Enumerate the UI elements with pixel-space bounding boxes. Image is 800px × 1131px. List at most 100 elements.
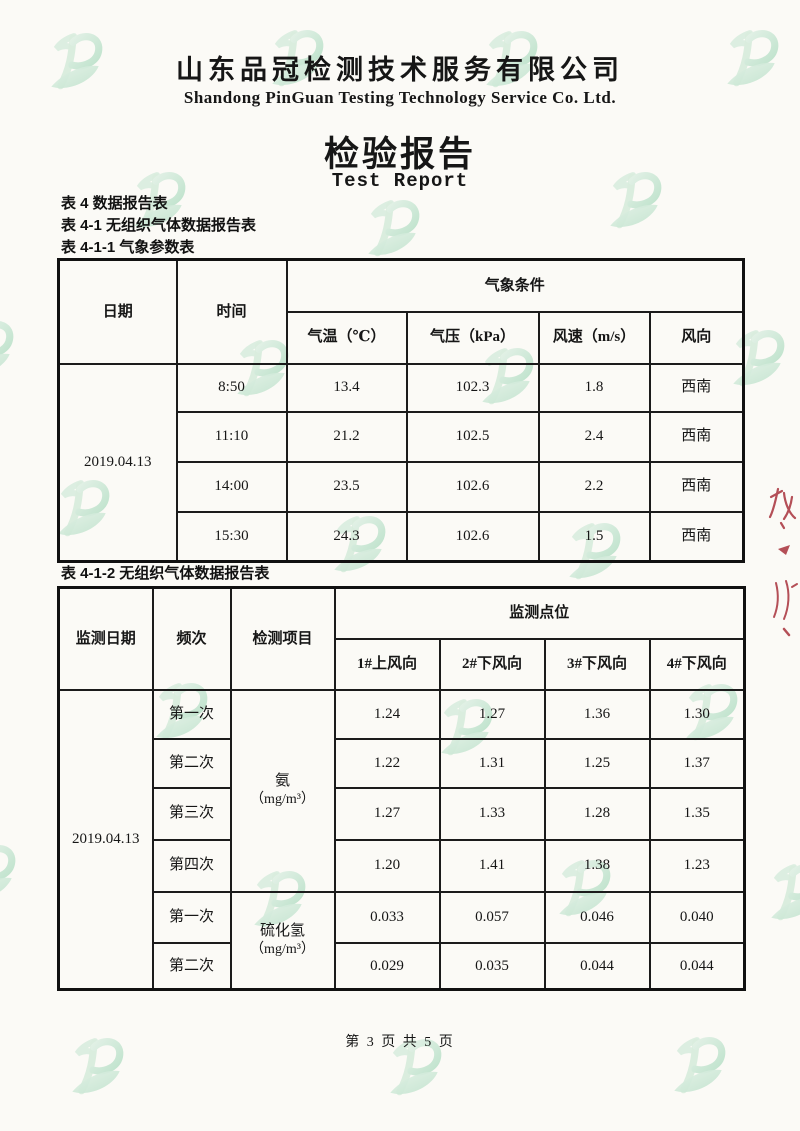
table-cell: 1.38 xyxy=(543,838,651,893)
gas-row: 第二次 1.22 1.31 1.25 1.37 xyxy=(59,737,746,789)
table-cell: 第一次 xyxy=(151,688,232,740)
table-cell: 第三次 xyxy=(151,786,232,841)
label-table-4-1-2: 表 4-1-2 无组织气体数据报告表 xyxy=(61,565,270,582)
red-stamp-fragment xyxy=(768,483,800,658)
table-cell: 24.3 xyxy=(285,510,408,563)
table-cell: 1.31 xyxy=(438,737,546,789)
table-cell: 1.27 xyxy=(438,688,546,740)
table-cell: 14:00 xyxy=(175,460,288,513)
gas-item-hydrogen-sulfide: 硫化氢 （mg/m³） xyxy=(229,890,336,991)
gas-row: 第二次 0.029 0.035 0.044 0.044 xyxy=(59,941,746,991)
table-cell: 第四次 xyxy=(151,838,232,893)
gas-col-points: 监测点位 xyxy=(333,586,746,640)
weather-parameters-table: 日期 时间 气象条件 气温（℃） 气压（kPa） 风速（m/s） 风向 2019… xyxy=(57,258,746,563)
gas-col-p3: 3#下风向 xyxy=(543,637,651,691)
gas-col-p4: 4#下风向 xyxy=(648,637,746,691)
gas-data-table: 监测日期 频次 检测项目 监测点位 1#上风向 2#下风向 3#下风向 4#下风… xyxy=(57,586,747,991)
table-cell: 102.3 xyxy=(405,362,540,413)
weather-col-wind-speed: 风速（m/s） xyxy=(537,310,651,365)
table-cell: 13.4 xyxy=(285,362,408,413)
table-cell: 0.040 xyxy=(648,890,746,944)
label-table-4: 表 4 数据报告表 xyxy=(61,195,168,212)
table-cell: 1.22 xyxy=(333,737,441,789)
weather-date-cell: 2019.04.13 xyxy=(57,362,178,563)
gas-row: 第三次 1.27 1.33 1.28 1.35 xyxy=(59,786,746,841)
weather-row: 2019.04.13 8:50 13.4 102.3 1.8 西南 xyxy=(57,362,745,563)
table-cell: 0.046 xyxy=(543,890,651,944)
table-cell: 1.23 xyxy=(648,838,746,893)
pinguan-logo-watermark xyxy=(0,318,17,389)
table-cell: 102.6 xyxy=(405,510,540,563)
company-name-en: Shandong PinGuan Testing Technology Serv… xyxy=(183,88,617,107)
table-cell: 第二次 xyxy=(151,737,232,789)
gas-col-p2: 2#下风向 xyxy=(438,637,546,691)
weather-row: 11:10 21.2 102.5 2.4 西南 xyxy=(59,410,745,463)
gas-col-date: 监测日期 xyxy=(57,586,154,691)
weather-col-condition: 气象条件 xyxy=(285,258,745,313)
table-cell: 1.24 xyxy=(333,688,441,740)
weather-col-date: 日期 xyxy=(57,258,178,365)
gas-header-row-1: 监测日期 频次 检测项目 监测点位 xyxy=(57,586,746,691)
table-cell: 1.8 xyxy=(537,362,651,413)
table-cell: 1.33 xyxy=(438,786,546,841)
table-cell: 21.2 xyxy=(285,410,408,463)
gas-header-row-2: 1#上风向 2#下风向 3#下风向 4#下风向 xyxy=(59,637,746,691)
gas-item-ammonia: 氨 （mg/m³） xyxy=(229,688,336,893)
table-cell: 1.37 xyxy=(648,737,746,789)
item-name: 氨 xyxy=(274,772,290,789)
gas-row: 2019.04.13 第一次 氨 （mg/m³） 1.24 1.27 1.36 … xyxy=(57,688,746,991)
item-unit: （mg/m³） xyxy=(250,792,315,808)
table-cell: 1.35 xyxy=(648,786,746,841)
item-name: 硫化氢 xyxy=(259,922,305,939)
pinguan-logo-watermark xyxy=(764,861,800,932)
table-cell: 1.41 xyxy=(438,838,546,893)
table-cell: 1.27 xyxy=(333,786,441,841)
table-cell: 0.044 xyxy=(543,941,651,991)
table-cell: 0.057 xyxy=(438,890,546,944)
table-cell: 1.28 xyxy=(543,786,651,841)
table-cell: 西南 xyxy=(648,362,745,413)
label-table-4-1-1: 表 4-1-1 气象参数表 xyxy=(61,239,195,256)
table-cell: 11:10 xyxy=(175,410,288,463)
weather-col-time: 时间 xyxy=(175,258,288,365)
report-title-cn: 检验报告 xyxy=(323,135,476,174)
table-cell: 0.044 xyxy=(648,941,746,991)
weather-header-row-2: 气温（℃） 气压（kPa） 风速（m/s） 风向 xyxy=(59,310,745,365)
table-cell: 第二次 xyxy=(151,941,232,991)
table-cell: 8:50 xyxy=(175,362,288,413)
table-cell: 0.033 xyxy=(333,890,441,944)
table-cell: 1.20 xyxy=(333,838,441,893)
table-cell: 西南 xyxy=(648,410,745,463)
gas-row: 第四次 1.20 1.41 1.38 1.23 xyxy=(59,838,746,893)
gas-date-cell: 2019.04.13 xyxy=(57,688,154,991)
table-cell: 2.2 xyxy=(537,460,651,513)
company-name-cn: 山东品冠检测技术服务有限公司 xyxy=(176,55,624,85)
report-title-en: Test Report xyxy=(331,170,469,192)
table-cell: 0.035 xyxy=(438,941,546,991)
table-cell: 102.5 xyxy=(405,410,540,463)
gas-col-item: 检测项目 xyxy=(229,586,336,691)
table-cell: 西南 xyxy=(648,510,745,563)
gas-col-freq: 频次 xyxy=(151,586,232,691)
table-cell: 1.25 xyxy=(543,737,651,789)
table-cell: 15:30 xyxy=(175,510,288,563)
gas-col-p1: 1#上风向 xyxy=(333,637,441,691)
table-cell: 1.30 xyxy=(648,688,746,740)
table-cell: 102.6 xyxy=(405,460,540,513)
table-cell: 第一次 xyxy=(151,890,232,944)
weather-row: 14:00 23.5 102.6 2.2 西南 xyxy=(59,460,745,513)
table-cell: 23.5 xyxy=(285,460,408,513)
page-number: 第 3 页 共 5 页 xyxy=(345,1035,455,1050)
table-cell: 1.36 xyxy=(543,688,651,740)
weather-col-pressure: 气压（kPa） xyxy=(405,310,540,365)
table-cell: 0.029 xyxy=(333,941,441,991)
label-table-4-1: 表 4-1 无组织气体数据报告表 xyxy=(61,217,257,234)
weather-header-row-1: 日期 时间 气象条件 xyxy=(57,258,745,365)
gas-row: 第一次 硫化氢 （mg/m³） 0.033 0.057 0.046 0.040 xyxy=(59,890,746,991)
table-cell: 2.4 xyxy=(537,410,651,463)
table-cell: 西南 xyxy=(648,460,745,513)
weather-col-temp: 气温（℃） xyxy=(285,310,408,365)
table-cell: 1.5 xyxy=(537,510,651,563)
weather-col-wind-dir: 风向 xyxy=(648,310,745,365)
